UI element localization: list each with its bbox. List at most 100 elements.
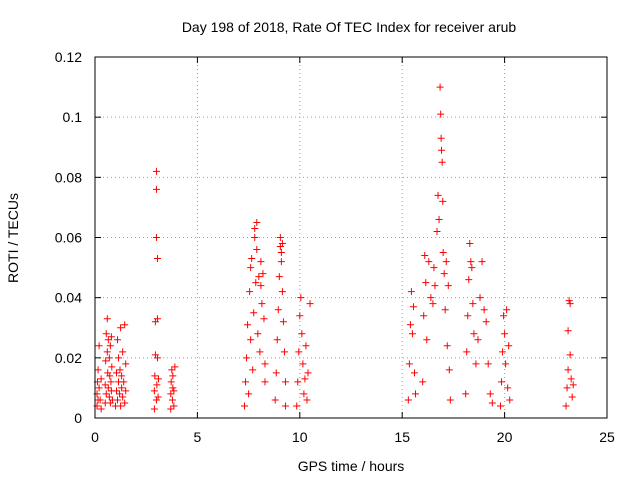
data-point <box>466 240 474 248</box>
data-point <box>567 375 575 383</box>
data-point <box>150 405 158 413</box>
data-point <box>440 270 448 278</box>
data-point <box>168 366 176 374</box>
data-point <box>408 330 416 338</box>
data-point <box>153 255 161 263</box>
data-point <box>434 191 442 199</box>
data-point <box>170 387 178 395</box>
data-point <box>446 396 454 404</box>
data-point <box>106 372 114 380</box>
data-point <box>119 348 127 356</box>
data-point <box>566 300 574 308</box>
data-point <box>484 360 492 368</box>
data-point <box>278 240 286 248</box>
data-point <box>470 330 478 338</box>
x-axis-label: GPS time / hours <box>298 458 405 474</box>
data-point <box>103 315 111 323</box>
data-point <box>431 282 439 290</box>
plot-frame <box>94 56 608 419</box>
x-tick-label: 5 <box>194 429 202 445</box>
data-point <box>465 276 473 284</box>
data-point <box>152 234 160 241</box>
data-point <box>114 396 122 404</box>
data-point <box>478 258 486 266</box>
data-point <box>167 405 175 413</box>
data-point <box>297 294 305 302</box>
data-point <box>480 306 488 314</box>
data-point <box>441 306 449 314</box>
data-point <box>242 378 250 386</box>
axis-ticks <box>94 56 608 419</box>
data-point <box>499 348 507 356</box>
data-point <box>410 369 418 377</box>
data-point <box>153 315 161 323</box>
data-point <box>281 402 289 410</box>
data-point <box>249 366 257 374</box>
data-point <box>113 387 121 395</box>
data-point <box>167 390 175 398</box>
data-point <box>486 390 494 398</box>
data-point <box>102 357 110 365</box>
data-point <box>101 381 109 389</box>
data-point <box>260 315 268 323</box>
data-point <box>258 300 266 308</box>
data-point <box>251 234 259 241</box>
data-point <box>274 306 282 314</box>
data-point <box>117 402 125 410</box>
data-point <box>261 378 269 386</box>
data-point <box>248 255 256 263</box>
data-point <box>167 378 175 386</box>
data-points <box>93 83 577 413</box>
data-point <box>116 390 124 398</box>
data-point <box>439 249 447 257</box>
data-point <box>468 264 476 272</box>
data-point <box>97 375 105 383</box>
data-point <box>261 360 269 368</box>
data-point <box>564 366 572 374</box>
data-point <box>435 215 443 223</box>
data-point <box>253 246 261 254</box>
data-point <box>443 342 451 350</box>
data-point <box>405 360 413 368</box>
data-point <box>121 321 129 329</box>
data-point <box>438 146 446 154</box>
data-point <box>421 252 429 260</box>
data-point <box>102 330 110 338</box>
data-point <box>154 393 162 401</box>
data-point <box>276 234 284 241</box>
data-point <box>117 324 125 332</box>
data-point <box>294 378 302 386</box>
data-point <box>482 318 490 326</box>
data-point <box>298 330 306 338</box>
data-point <box>113 369 121 377</box>
data-point <box>444 282 452 290</box>
data-point <box>153 381 161 389</box>
data-point <box>246 288 254 296</box>
data-point <box>498 378 506 386</box>
data-point <box>250 309 258 317</box>
data-point <box>409 303 417 311</box>
data-point <box>122 360 130 368</box>
data-point <box>436 83 444 91</box>
data-point <box>106 342 114 350</box>
data-point <box>154 375 162 383</box>
data-point <box>295 348 303 356</box>
y-tick-label: 0.12 <box>55 49 82 65</box>
y-tick-label: 0.04 <box>55 290 82 306</box>
data-point <box>500 312 508 320</box>
data-point <box>562 402 570 410</box>
data-point <box>476 294 484 302</box>
data-point <box>412 390 420 398</box>
data-point <box>244 321 252 329</box>
data-point <box>107 333 115 341</box>
data-point <box>463 348 471 356</box>
data-point <box>257 282 265 290</box>
data-point <box>302 342 310 350</box>
data-point <box>296 312 304 320</box>
data-point <box>429 300 437 308</box>
data-point <box>108 363 116 371</box>
y-tick-label: 0.08 <box>55 169 82 185</box>
data-point <box>427 294 435 302</box>
